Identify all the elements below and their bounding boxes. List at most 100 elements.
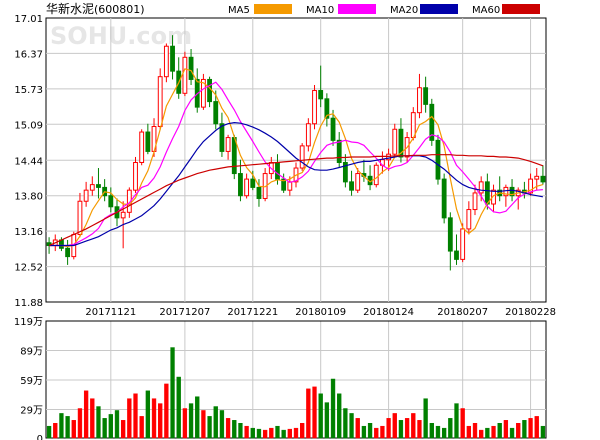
volume-bar — [429, 423, 434, 439]
volume-bar — [158, 403, 163, 439]
price-x-date-label: 20180228 — [505, 307, 556, 318]
legend-swatch-ma10 — [338, 4, 376, 14]
legend-swatch-ma5 — [254, 4, 292, 14]
volume-y-tick-label: 0 — [37, 434, 43, 440]
candle-body-down — [336, 139, 342, 163]
volume-bar — [219, 410, 225, 439]
volume-bar — [250, 427, 255, 439]
volume-bar — [485, 427, 490, 439]
ma-line-ma20 — [49, 121, 544, 247]
candle-body-down — [441, 178, 447, 219]
price-x-date-label: 20180207 — [437, 307, 488, 318]
candle-body-up — [491, 189, 496, 205]
ma-line-ma10 — [49, 81, 543, 247]
price-y-tick-label: 15.09 — [14, 120, 43, 131]
volume-bar — [176, 376, 181, 439]
stock-title: 华新水泥(600801) — [46, 1, 145, 16]
volume-bar — [374, 427, 379, 439]
volume-panel: 0 29万 59万 89万 119万 — [14, 317, 547, 440]
price-y-tick-label: 17.01 — [14, 14, 43, 25]
volume-bar — [386, 418, 391, 439]
volume-bar — [448, 418, 453, 439]
volume-bar — [201, 410, 206, 439]
candle-body-up — [392, 128, 398, 155]
volume-bar — [479, 429, 484, 439]
candle-body-down — [256, 186, 262, 199]
price-y-tick-label: 11.88 — [14, 298, 43, 309]
candle-body-up — [77, 200, 83, 235]
volume-bar — [59, 413, 64, 439]
candle-body-up — [417, 87, 422, 114]
candle-body-down — [324, 98, 330, 119]
volume-y-tick-label: 89万 — [20, 346, 43, 357]
candle-body-down — [213, 101, 219, 125]
candle-body-up — [225, 137, 231, 152]
volume-bar — [207, 416, 212, 439]
price-y-tick-label: 13.16 — [14, 227, 43, 238]
volume-bar — [349, 413, 354, 439]
volume-bar — [151, 398, 157, 439]
candle-body-down — [349, 181, 354, 191]
candle-body-down — [447, 217, 453, 252]
candle-body-down — [423, 87, 429, 105]
volume-bar — [460, 408, 465, 439]
volume-bar — [497, 423, 502, 439]
volume-bar — [361, 425, 367, 439]
volume-bar — [244, 425, 249, 439]
volume-bar — [300, 423, 305, 439]
price-y-tick-label: 16.37 — [14, 49, 43, 60]
volume-bar — [293, 427, 299, 439]
volume-bar — [133, 393, 138, 439]
volume-bar — [170, 347, 175, 439]
candle-body-down — [231, 137, 237, 175]
price-x-date-label: 20171207 — [159, 307, 210, 318]
candle-body-up — [139, 131, 145, 163]
candle-body-up — [200, 78, 206, 108]
candle-body-down — [318, 90, 324, 100]
volume-bar — [380, 425, 385, 439]
price-x-date-label: 20171121 — [85, 307, 136, 318]
volume-bar — [435, 425, 441, 439]
legend-swatch-ma20 — [420, 4, 458, 14]
candle-body-down — [238, 173, 243, 197]
candle-body-up — [163, 45, 169, 78]
volume-bar — [65, 416, 70, 439]
volume-bar — [404, 418, 410, 439]
volume-bar — [114, 410, 120, 439]
volume-bar — [238, 423, 243, 439]
candle-body-up — [89, 184, 95, 191]
price-y-tick-label: 14.44 — [14, 156, 43, 167]
candle-body-up — [83, 189, 89, 202]
candle-body-down — [281, 178, 287, 191]
candle-body-down — [145, 131, 151, 152]
volume-bar — [102, 418, 107, 439]
price-x-date-label: 20180124 — [363, 307, 414, 318]
candle-body-down — [330, 117, 336, 141]
candle-body-up — [373, 164, 379, 186]
price-y-tick-label: 12.52 — [14, 263, 43, 274]
candle-body-up — [312, 90, 317, 125]
volume-bar — [330, 378, 336, 439]
candle-body-up — [534, 175, 540, 180]
volume-bar — [90, 398, 95, 439]
candle-body-up — [528, 178, 533, 194]
volume-bar — [225, 418, 231, 439]
volume-bar — [83, 390, 89, 439]
volume-bar — [503, 420, 509, 439]
volume-bar — [454, 403, 459, 439]
candle-body-down — [96, 184, 101, 188]
candle-body-down — [188, 56, 194, 80]
legend-label-ma60: MA60 — [472, 5, 500, 16]
candle-body-down — [275, 161, 280, 180]
legend: MA5 MA10 MA20 MA60 — [228, 4, 540, 16]
candle-body-down — [207, 78, 212, 103]
candle-body-up — [157, 76, 163, 128]
volume-bar — [392, 413, 397, 439]
volume-bar — [71, 420, 76, 439]
volume-bar — [355, 418, 360, 439]
volume-bar — [540, 425, 546, 439]
candle-body-down — [454, 250, 459, 260]
volume-bar — [337, 393, 342, 439]
candle-body-up — [287, 181, 293, 191]
